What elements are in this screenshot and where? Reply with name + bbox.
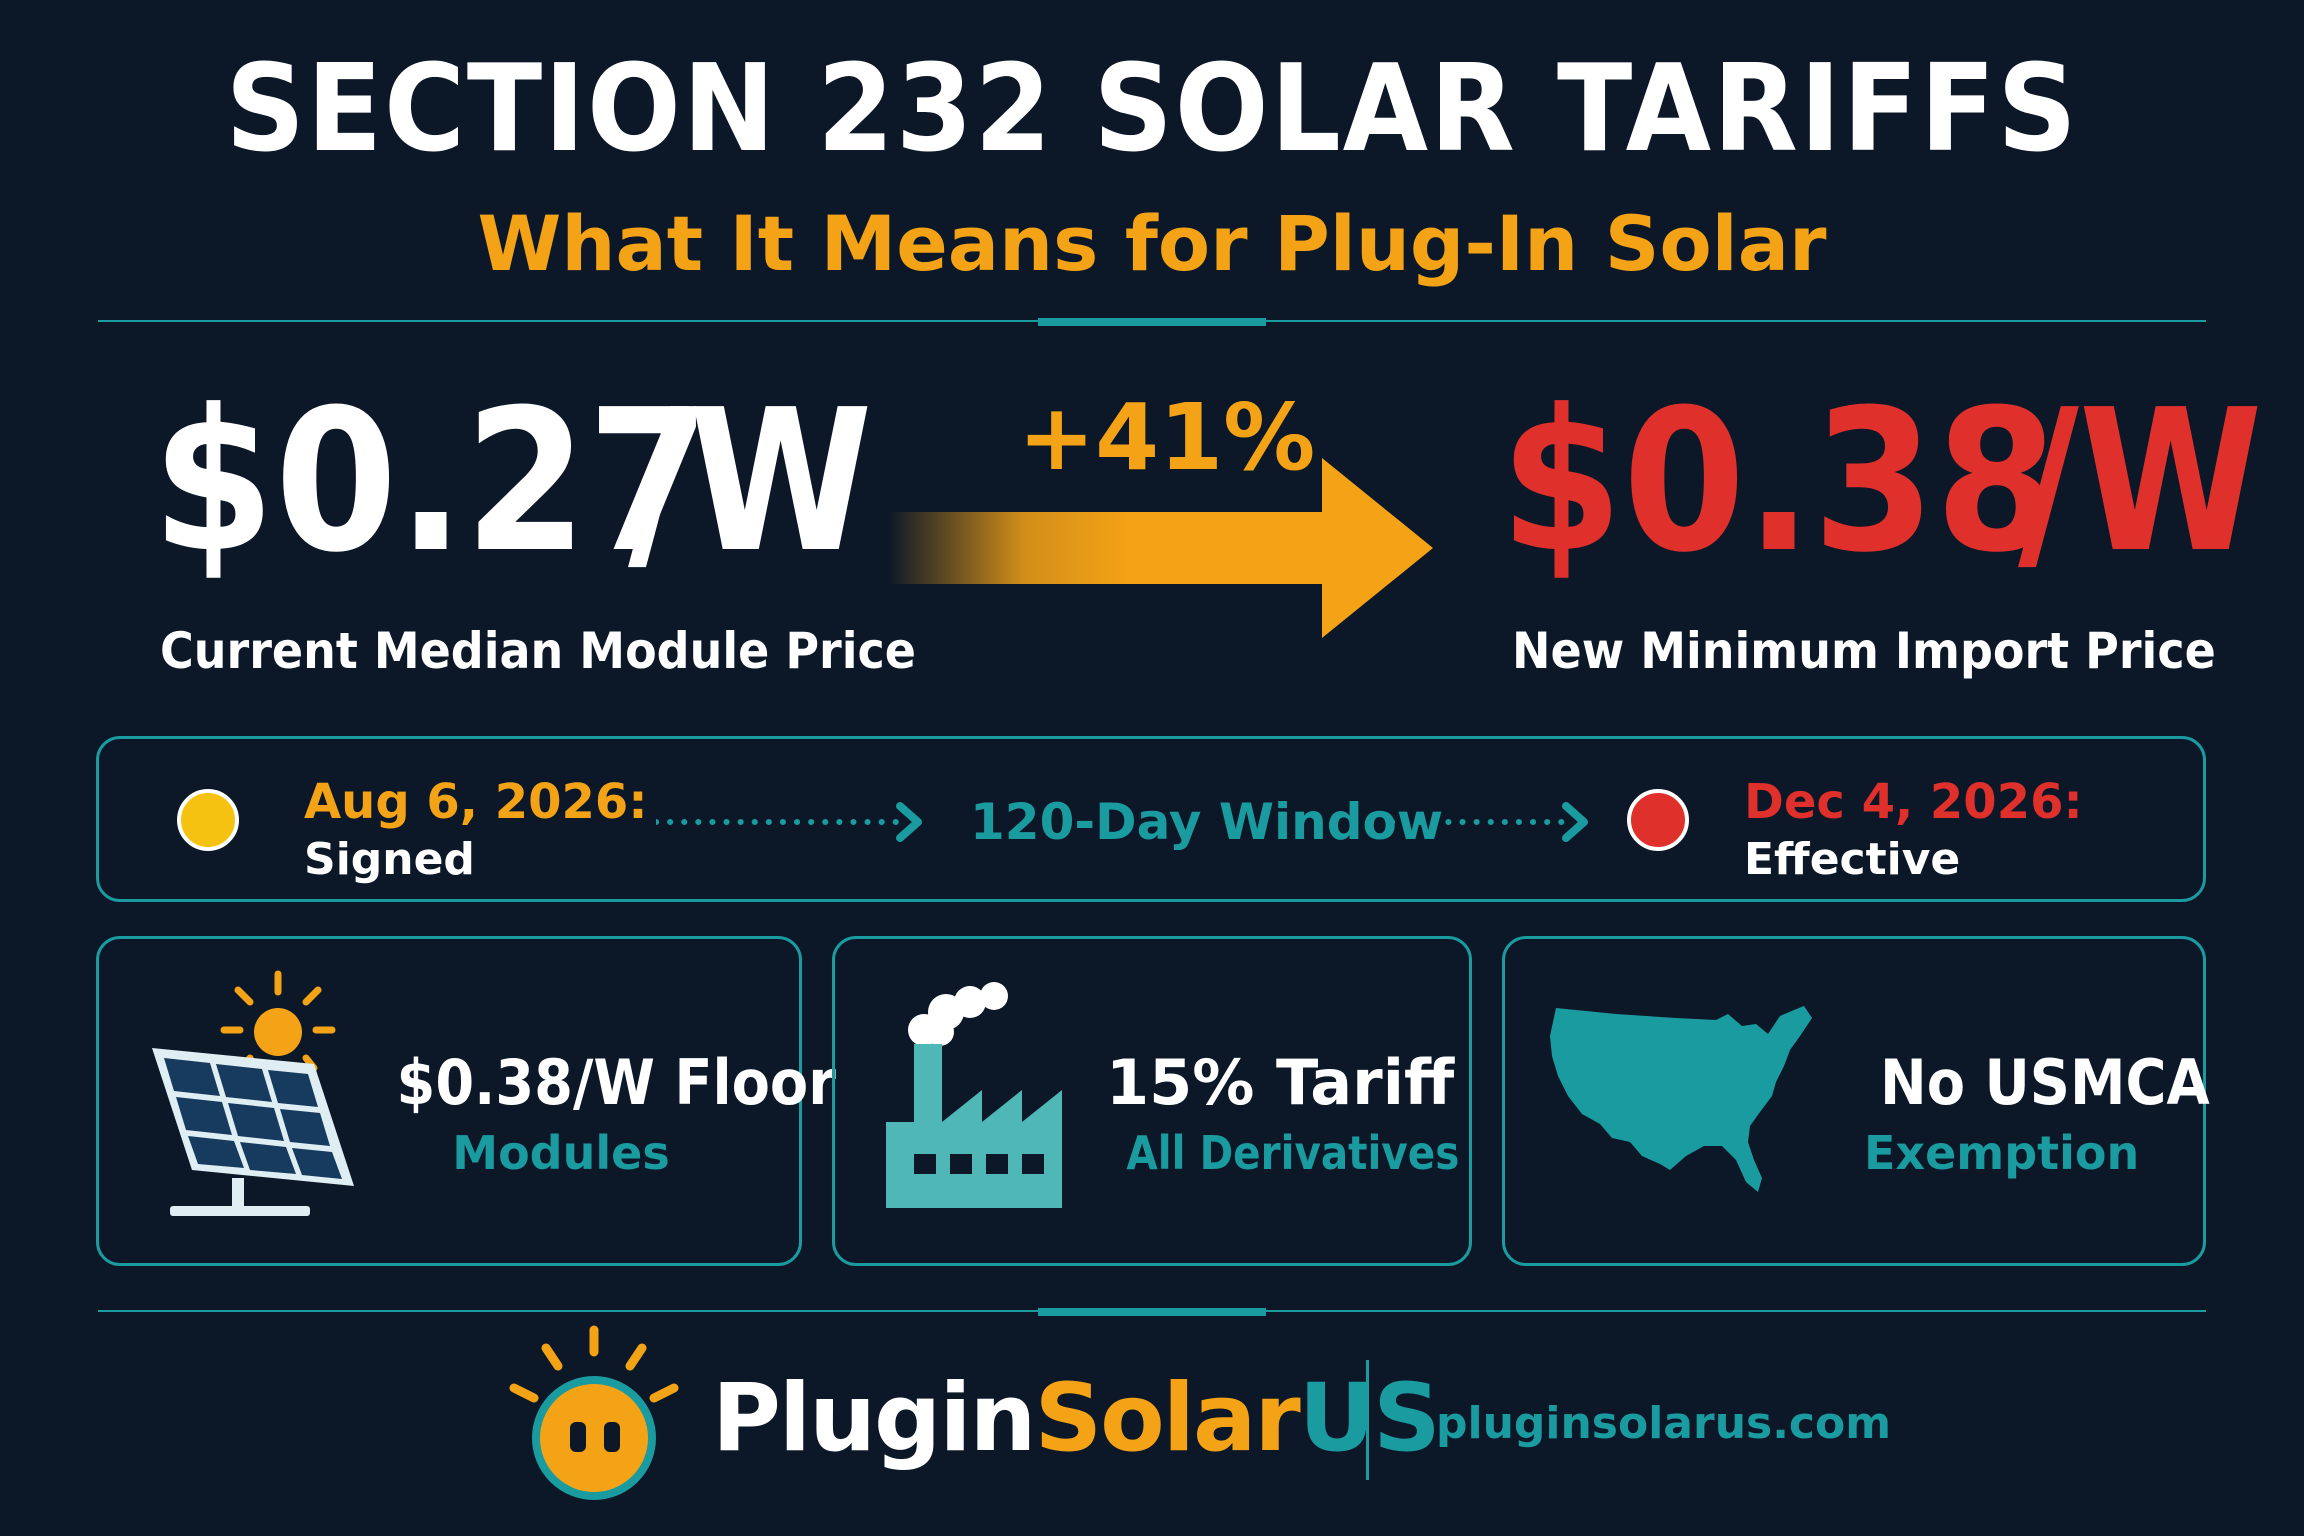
new-price-amount: $0.38: [1500, 368, 2058, 596]
card-modules-subtitle: Modules: [452, 1126, 670, 1180]
footer-separator: [1366, 1360, 1369, 1480]
brand-name-us: US: [1298, 1364, 1441, 1473]
signed-dot-icon: [177, 789, 239, 851]
timeline-start-label: Signed: [304, 834, 475, 885]
usa-map-icon: [1550, 1006, 1812, 1192]
price-change-percent: +41%: [1018, 384, 1316, 491]
header-divider-accent: [1038, 318, 1266, 326]
card-tariff-title: 15% Tariff: [1106, 1046, 1455, 1119]
effective-dot-icon: [1627, 789, 1689, 851]
timeline-end-label: Effective: [1744, 834, 1961, 885]
timeline-start-date: Aug 6, 2026:: [304, 774, 648, 830]
brand-name-plugin: Plugin: [712, 1364, 1036, 1473]
brand-name: PluginSolarUS: [712, 1372, 1441, 1466]
card-usmca-title: No USMCA: [1880, 1046, 2210, 1119]
factory-icon: [886, 982, 1062, 1208]
card-usmca: [1502, 936, 2206, 1266]
brand-name-solar: Solar: [1034, 1364, 1300, 1473]
current-price-label: Current Median Module Price: [160, 622, 916, 680]
new-price-label: New Minimum Import Price: [1512, 622, 2216, 680]
page-subtitle: What It Means for Plug-In Solar: [477, 199, 1827, 288]
dotted-arrow-left-icon: [656, 802, 922, 842]
timeline-end-date: Dec 4, 2026:: [1744, 774, 2083, 830]
card-tariff: [832, 936, 1472, 1266]
timeline-window: 120-Day Window: [970, 793, 1444, 851]
solar-panel-icon: [152, 970, 354, 1216]
card-modules-title: $0.38/W Floor: [396, 1046, 836, 1119]
brand-logo-icon: [509, 1325, 679, 1500]
timeline-box: [96, 736, 2206, 902]
card-usmca-subtitle: Exemption: [1864, 1126, 2140, 1180]
card-modules: [96, 936, 802, 1266]
current-price-amount: $0.27: [152, 368, 710, 596]
current-price: $0.27: [152, 384, 772, 580]
dotted-arrow-right-icon: [1392, 802, 1588, 842]
card-tariff-subtitle: All Derivatives: [1126, 1126, 1460, 1180]
current-price-unit: /W: [628, 368, 873, 596]
page-title: SECTION 232 SOLAR TARIFFS: [225, 40, 2079, 179]
footer-divider-accent: [1038, 1308, 1266, 1316]
increase-arrow-icon: [888, 458, 1433, 638]
new-price-unit: /W: [2018, 368, 2263, 596]
website-link[interactable]: pluginsolarus.com: [1436, 1398, 1892, 1449]
